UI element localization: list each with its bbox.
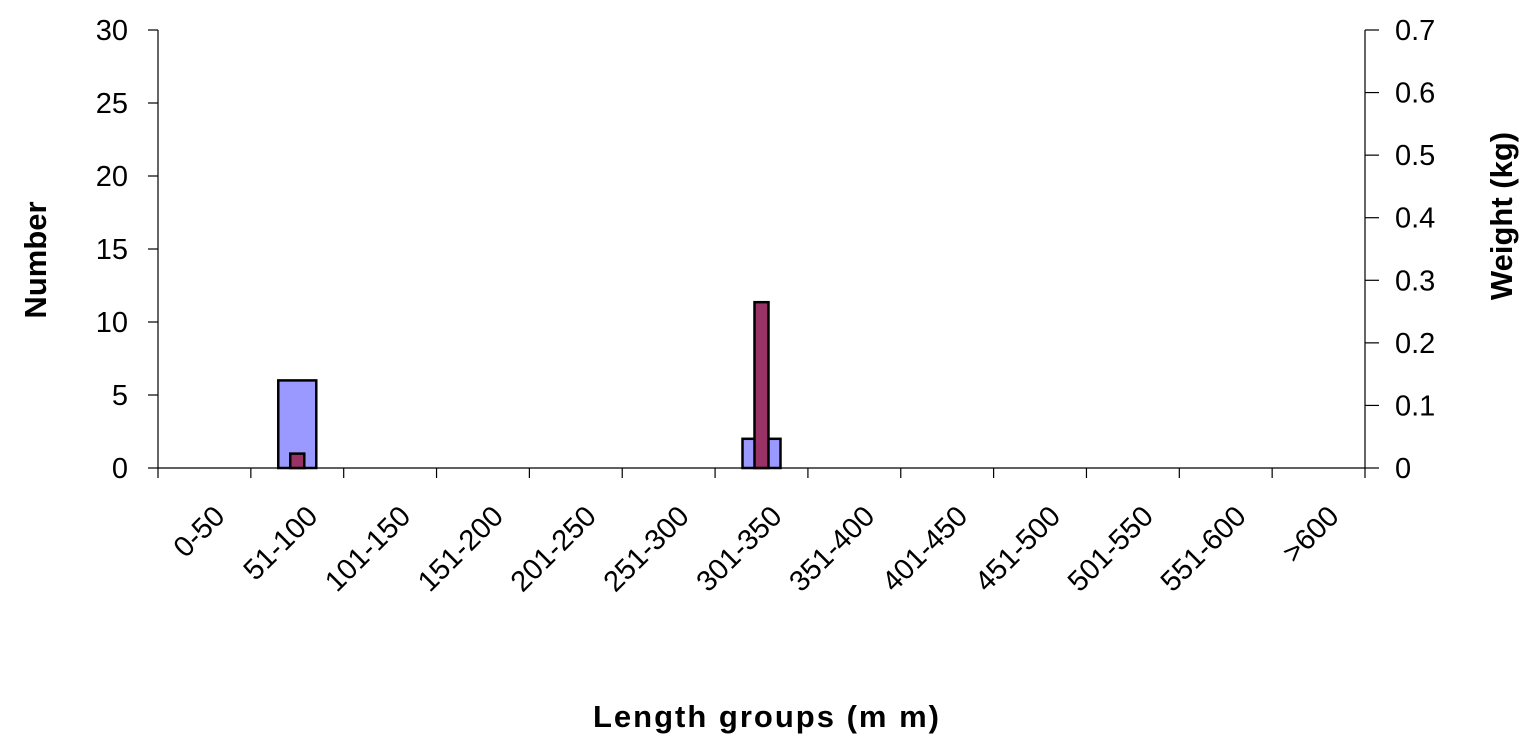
x-axis-title: Length groups (m m) [593, 699, 941, 734]
y2-tick-label: 0.4 [1395, 203, 1435, 235]
bar-weight [753, 300, 770, 470]
y2-tick-label: 0.2 [1395, 328, 1435, 360]
x-tick-label: 451-500 [969, 500, 1067, 598]
y-axis-title: Number [18, 201, 53, 318]
x-tick-label: >600 [1277, 500, 1346, 569]
x-tick-label: 151-200 [412, 500, 510, 598]
y-tick-label: 0 [112, 453, 128, 485]
y-tick-label: 15 [96, 234, 128, 266]
x-tick-label: 301-350 [691, 500, 789, 598]
x-tick-label: 251-300 [598, 500, 696, 598]
y2-axis-title: Weight (kg) [1484, 132, 1519, 300]
x-tick-label: 401-450 [876, 500, 974, 598]
x-tick-label: 351-400 [783, 500, 881, 598]
y-tick-label: 20 [96, 161, 128, 193]
x-tick-label: 0-50 [168, 500, 232, 564]
x-tick-label: 551-600 [1155, 500, 1253, 598]
y2-tick-label: 0.3 [1395, 265, 1435, 297]
x-tick-label: 51-100 [238, 500, 324, 586]
y-tick-label: 30 [96, 15, 128, 47]
y-tick-label: 5 [112, 380, 128, 412]
bar-weight [289, 452, 306, 470]
x-tick-label: 201-250 [505, 500, 603, 598]
y2-tick-label: 0.6 [1395, 78, 1435, 110]
y-tick-label: 10 [96, 307, 128, 339]
y2-tick-label: 0 [1395, 453, 1411, 485]
y2-tick-label: 0.7 [1395, 15, 1435, 47]
y-tick-label: 25 [96, 88, 128, 120]
plot-area: 0 5 10 15 20 25 30 0 0.1 0.2 0.3 0.4 0.5 0.6 0.7 0-50 51… [96, 15, 1436, 598]
x-tick-label: 501-550 [1062, 500, 1160, 598]
x-tick-label: 101-150 [319, 500, 417, 598]
y2-tick-label: 0.1 [1395, 390, 1435, 422]
y2-tick-label: 0.5 [1395, 140, 1435, 172]
